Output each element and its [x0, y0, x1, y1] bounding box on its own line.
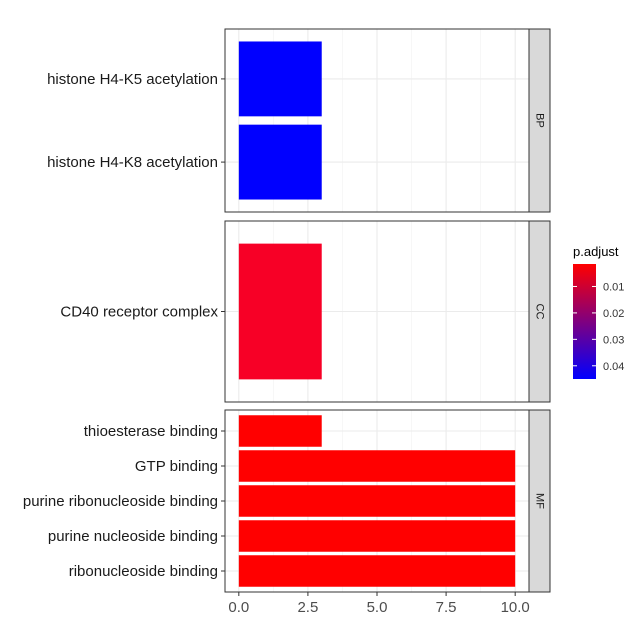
x-tick-label: 0.0 [228, 599, 249, 616]
x-tick-label: 10.0 [501, 599, 530, 616]
bar [238, 555, 516, 587]
color-legend: p.adjust 0.01 0.02 0.03 0.04 [573, 244, 624, 379]
category-label: thioesterase binding [84, 423, 218, 440]
bar [238, 485, 516, 517]
legend-colorbar [573, 264, 596, 379]
facet-panel-bp: histone H4-K5 acetylation histone H4-K8 a… [47, 28, 551, 213]
bar [238, 41, 322, 117]
category-label: histone H4-K5 acetylation [47, 71, 218, 88]
facet-panel-mf: thioesterase binding GTP binding purine ri… [23, 409, 551, 593]
facet-strip [528, 409, 551, 593]
legend-tick-label: 0.01 [603, 281, 624, 293]
facet-strip-label: MF [534, 493, 546, 509]
category-label: CD40 receptor complex [60, 304, 218, 321]
facet-panels: histone H4-K5 acetylation histone H4-K8 a… [23, 28, 551, 593]
legend-tick-label: 0.04 [603, 361, 624, 373]
category-label: purine nucleoside binding [48, 528, 218, 545]
legend-ticks: 0.01 0.02 0.03 0.04 [573, 281, 624, 373]
bar [238, 415, 322, 447]
x-tick-label: 7.5 [436, 599, 457, 616]
x-tick-label: 2.5 [297, 599, 318, 616]
bar [238, 520, 516, 552]
x-axis: 0.0 2.5 5.0 7.5 10.0 [228, 592, 530, 616]
category-label: histone H4-K8 acetylation [47, 154, 218, 171]
facet-panel-cc: CD40 receptor complex CC [60, 220, 551, 403]
bar [238, 450, 516, 482]
legend-tick-label: 0.02 [603, 308, 624, 320]
facet-strip-label: CC [534, 304, 546, 320]
legend-tick-label: 0.03 [603, 334, 624, 346]
x-tick-label: 5.0 [367, 599, 388, 616]
category-label: purine ribonucleoside binding [23, 493, 218, 510]
facet-strip-label: BP [534, 113, 546, 128]
legend-title: p.adjust [573, 244, 619, 259]
bar [238, 124, 322, 200]
facet-strip [528, 220, 551, 403]
facet-strip [528, 28, 551, 213]
bar [238, 243, 322, 380]
category-label: ribonucleoside binding [69, 563, 218, 580]
category-label: GTP binding [135, 458, 218, 475]
